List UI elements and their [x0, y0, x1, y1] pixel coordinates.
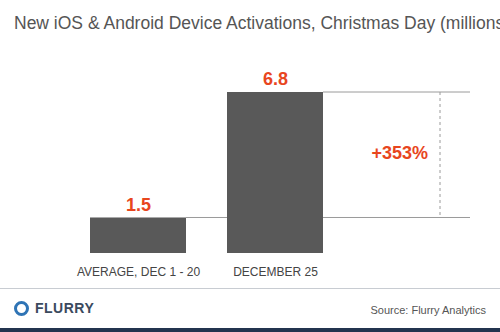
svg-text:AVERAGE, DEC 1 - 20: AVERAGE, DEC 1 - 20	[77, 265, 200, 279]
html-text:Source: Flurry Analytics: Source: Flurry Analytics	[370, 304, 486, 316]
svg-text:DECEMBER 25: DECEMBER 25	[233, 265, 318, 279]
svg-text:1.5: 1.5	[126, 195, 151, 215]
html-text:FLURRY: FLURRY	[35, 300, 95, 316]
svg-text:+353%: +353%	[371, 143, 428, 163]
svg-text:6.8: 6.8	[263, 69, 288, 89]
